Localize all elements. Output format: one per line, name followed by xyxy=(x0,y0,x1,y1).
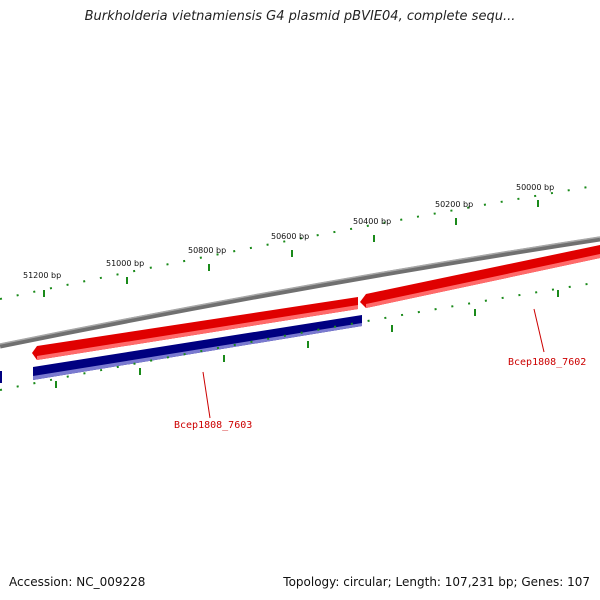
tick-label: 50400 bp xyxy=(353,217,391,226)
gene-label-text: Bcep1808_7603 xyxy=(174,420,252,431)
gene-label-bcep1808-7602[interactable]: Bcep1808_7602 xyxy=(508,308,586,368)
tick-label: 51200 bp xyxy=(23,271,61,280)
gene-bcep1808-7603-forward[interactable] xyxy=(32,297,358,360)
topology-summary: Topology: circular; Length: 107,231 bp; … xyxy=(283,575,590,589)
outer-tick-track xyxy=(0,184,600,300)
tick-marks-major xyxy=(43,200,539,297)
tick-label: 50000 bp xyxy=(516,183,554,192)
gene-label-bcep1808-7603[interactable]: Bcep1808_7603 xyxy=(174,371,252,431)
tick-label: 50600 bp xyxy=(271,232,309,241)
tick-label: 50800 bp xyxy=(188,246,226,255)
tick-marks-inner-major xyxy=(55,290,559,388)
plasmid-backbone xyxy=(0,236,600,349)
tick-labels: 51200 bp 51000 bp 50800 bp 50600 bp 5040… xyxy=(23,183,554,280)
gene-fragment-left[interactable] xyxy=(0,371,2,383)
map-title: Burkholderia vietnamiensis G4 plasmid pB… xyxy=(84,9,516,24)
inner-tick-track xyxy=(0,281,600,391)
accession-text: Accession: NC_009228 xyxy=(9,575,146,589)
gene-bcep1808-7602[interactable] xyxy=(360,245,600,308)
gene-label-text: Bcep1808_7602 xyxy=(508,357,586,368)
gene-bcep1808-7603[interactable] xyxy=(33,315,362,380)
tick-label: 51000 bp xyxy=(106,259,144,268)
tick-label: 50200 bp xyxy=(435,200,473,209)
